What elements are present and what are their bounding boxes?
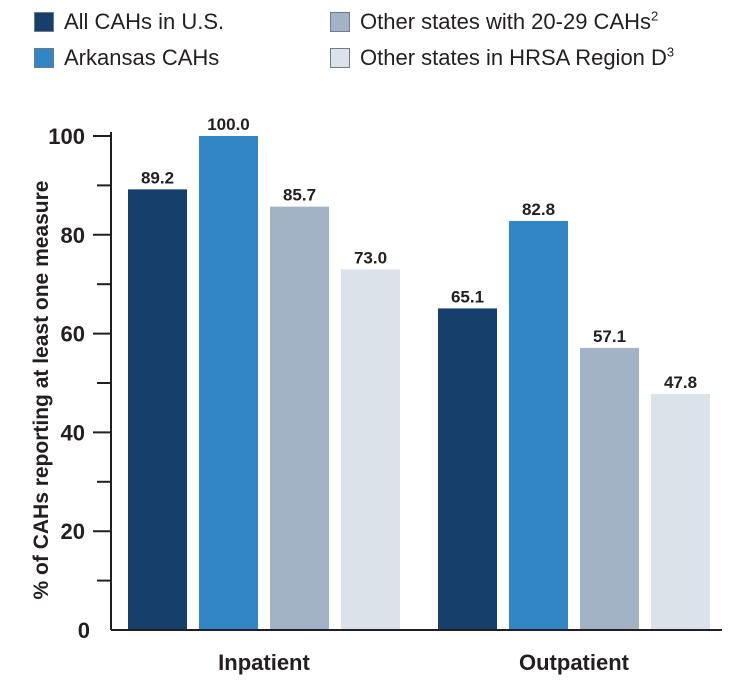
legend-swatch [330, 48, 350, 68]
y-tick-label: 100 [48, 124, 85, 149]
legend-swatch [34, 48, 54, 68]
legend-label: Other states with 20-29 CAHs2 [360, 8, 659, 34]
bar [509, 220, 568, 630]
x-category-label: Outpatient [519, 650, 630, 675]
bar [270, 206, 329, 630]
bar-value-label: 85.7 [283, 186, 316, 205]
legend-label: Arkansas CAHs [64, 45, 220, 70]
legend-item-other-states-20-29: Other states with 20-29 CAHs2 [330, 10, 658, 34]
y-tick-label: 60 [61, 322, 85, 347]
bar [651, 393, 710, 630]
legend-item-all-cahs-us: All CAHs in U.S. [34, 10, 224, 34]
bar-value-label: 73.0 [354, 248, 387, 267]
y-tick-label: 80 [61, 223, 85, 248]
legend-item-arkansas-cahs: Arkansas CAHs [34, 46, 219, 70]
bar-value-label: 47.8 [664, 373, 697, 392]
legend-label: All CAHs in U.S. [64, 9, 225, 34]
bar [341, 269, 400, 630]
bar [438, 308, 497, 630]
bar-value-label: 100.0 [207, 115, 250, 134]
bar-value-label: 89.2 [141, 168, 174, 187]
bar [580, 347, 639, 630]
bar-value-label: 65.1 [451, 287, 484, 306]
bar-value-label: 57.1 [593, 327, 626, 346]
x-category-label: Inpatient [218, 650, 310, 675]
chart-legend: All CAHs in U.S. Arkansas CAHs Other sta… [0, 0, 731, 80]
y-tick-label: 20 [61, 519, 85, 544]
bar-value-label: 82.8 [522, 200, 555, 219]
bars-group: 89.2 100.0 85.7 73.0 65.1 82.8 57.1 47.8 [128, 115, 710, 631]
legend-footnote: 3 [666, 44, 675, 60]
y-tick-label: 40 [61, 420, 85, 445]
legend-item-other-states-region-d: Other states in HRSA Region D3 [330, 46, 674, 70]
bar [199, 136, 258, 630]
legend-swatch [330, 12, 350, 32]
y-tick-label: 0 [78, 618, 90, 643]
y-axis-label: % of CAHs reporting at least one measure [30, 181, 53, 600]
legend-swatch [34, 12, 54, 32]
legend-label: Other states in HRSA Region D3 [360, 44, 675, 70]
legend-footnote: 2 [651, 8, 659, 24]
bar [128, 189, 187, 631]
axes-group: 0 20 40 60 80 100 Inpatient Outpatient [48, 124, 722, 675]
